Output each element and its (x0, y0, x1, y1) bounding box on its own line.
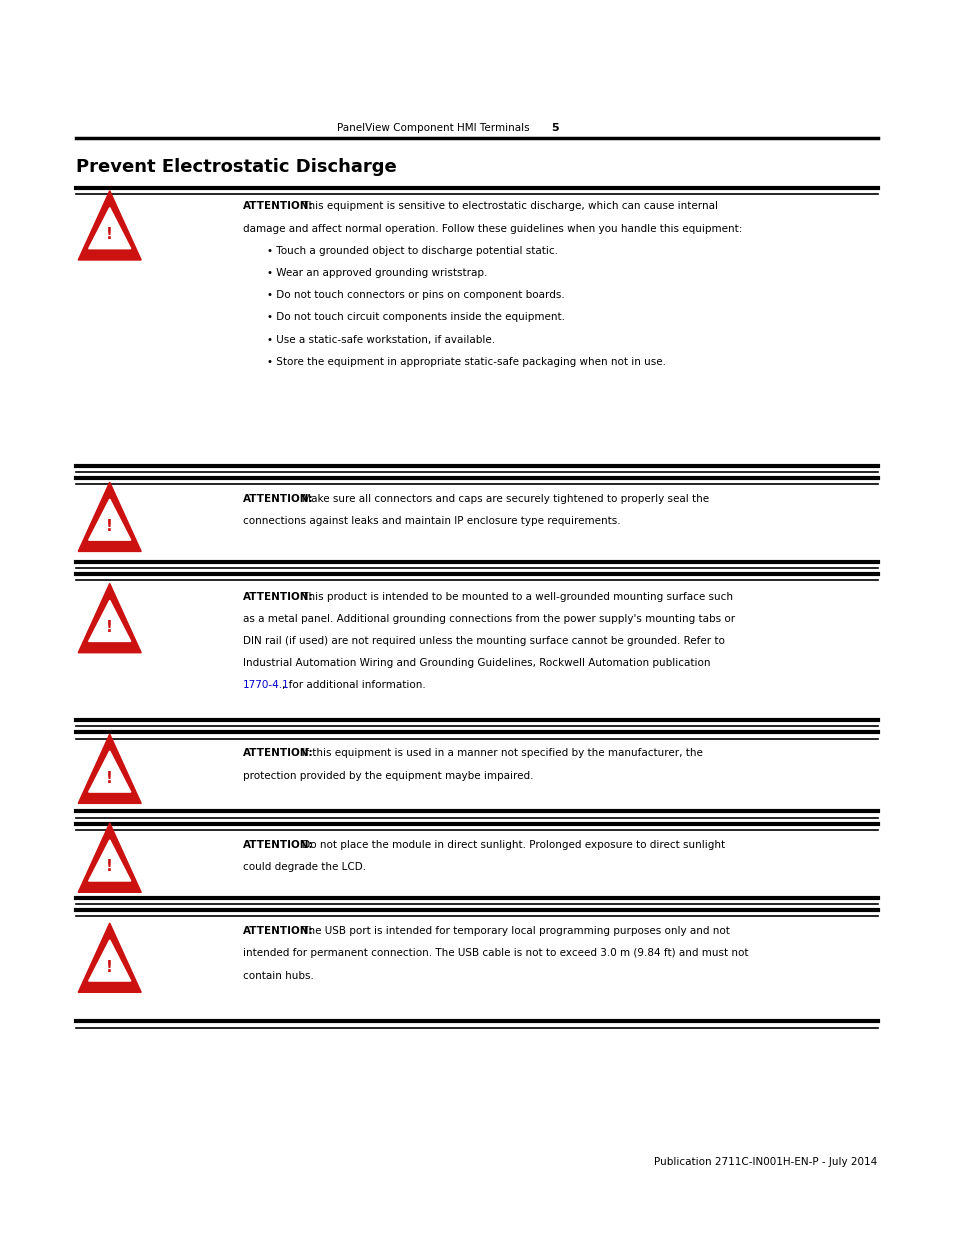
Text: Prevent Electrostatic Discharge: Prevent Electrostatic Discharge (76, 158, 396, 177)
Text: 5: 5 (551, 124, 558, 133)
Text: Industrial Automation Wiring and Grounding Guidelines, Rockwell Automation publi: Industrial Automation Wiring and Groundi… (243, 658, 710, 668)
Text: ATTENTION:: ATTENTION: (243, 840, 314, 850)
Text: ATTENTION:: ATTENTION: (243, 201, 314, 211)
Text: damage and affect normal operation. Follow these guidelines when you handle this: damage and affect normal operation. Foll… (243, 224, 741, 233)
Text: PanelView Component HMI Terminals: PanelView Component HMI Terminals (336, 124, 529, 133)
Text: !: ! (106, 620, 113, 635)
Text: This product is intended to be mounted to a well-grounded mounting surface such: This product is intended to be mounted t… (298, 592, 732, 601)
Text: • Do not touch circuit components inside the equipment.: • Do not touch circuit components inside… (267, 312, 564, 322)
Text: This equipment is sensitive to electrostatic discharge, which can cause internal: This equipment is sensitive to electrost… (298, 201, 717, 211)
Text: Make sure all connectors and caps are securely tightened to properly seal the: Make sure all connectors and caps are se… (298, 494, 708, 504)
Text: protection provided by the equipment maybe impaired.: protection provided by the equipment may… (243, 771, 534, 781)
Polygon shape (89, 207, 131, 248)
Text: !: ! (106, 960, 113, 974)
Text: ATTENTION:: ATTENTION: (243, 592, 314, 601)
Text: 1770-4.1: 1770-4.1 (243, 680, 290, 690)
Text: contain hubs.: contain hubs. (243, 971, 314, 981)
Text: !: ! (106, 227, 113, 242)
Text: ATTENTION:: ATTENTION: (243, 748, 314, 758)
Text: as a metal panel. Additional grounding connections from the power supply's mount: as a metal panel. Additional grounding c… (243, 614, 735, 624)
Polygon shape (89, 840, 131, 881)
Text: • Use a static-safe workstation, if available.: • Use a static-safe workstation, if avai… (267, 335, 495, 345)
Polygon shape (89, 600, 131, 641)
Text: intended for permanent connection. The USB cable is not to exceed 3.0 m (9.84 ft: intended for permanent connection. The U… (243, 948, 748, 958)
Text: • Wear an approved grounding wriststrap.: • Wear an approved grounding wriststrap. (267, 268, 487, 278)
Text: !: ! (106, 771, 113, 785)
Text: ATTENTION:: ATTENTION: (243, 926, 314, 936)
Text: ATTENTION:: ATTENTION: (243, 494, 314, 504)
Text: Publication 2711C-IN001H-EN-P - July 2014: Publication 2711C-IN001H-EN-P - July 201… (654, 1157, 877, 1167)
Text: !: ! (106, 519, 113, 534)
Text: could degrade the LCD.: could degrade the LCD. (243, 862, 366, 872)
Polygon shape (89, 499, 131, 540)
Text: If this equipment is used in a manner not specified by the manufacturer, the: If this equipment is used in a manner no… (298, 748, 701, 758)
Polygon shape (78, 482, 141, 552)
Polygon shape (78, 190, 141, 261)
Text: • Touch a grounded object to discharge potential static.: • Touch a grounded object to discharge p… (267, 246, 558, 256)
Text: !: ! (106, 860, 113, 874)
Text: Do not place the module in direct sunlight. Prolonged exposure to direct sunligh: Do not place the module in direct sunlig… (298, 840, 724, 850)
Polygon shape (89, 751, 131, 792)
Polygon shape (89, 940, 131, 981)
Text: The USB port is intended for temporary local programming purposes only and not: The USB port is intended for temporary l… (298, 926, 729, 936)
Text: • Do not touch connectors or pins on component boards.: • Do not touch connectors or pins on com… (267, 290, 564, 300)
Polygon shape (78, 823, 141, 893)
Text: , for additional information.: , for additional information. (282, 680, 425, 690)
Text: connections against leaks and maintain IP enclosure type requirements.: connections against leaks and maintain I… (243, 516, 620, 526)
Polygon shape (78, 583, 141, 653)
Polygon shape (78, 923, 141, 993)
Polygon shape (78, 734, 141, 804)
Text: DIN rail (if used) are not required unless the mounting surface cannot be ground: DIN rail (if used) are not required unle… (243, 636, 724, 646)
Text: • Store the equipment in appropriate static-safe packaging when not in use.: • Store the equipment in appropriate sta… (267, 357, 665, 367)
